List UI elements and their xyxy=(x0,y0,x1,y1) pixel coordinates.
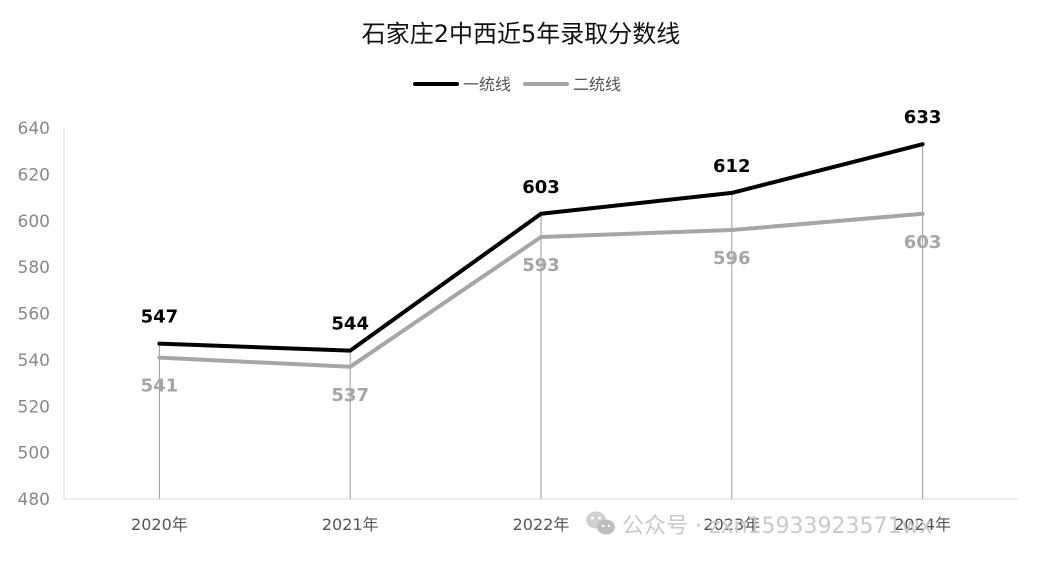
y-tick-label-0: 480 xyxy=(18,490,50,510)
x-tick-label-2: 2022年 xyxy=(513,515,570,534)
legend-label-1: 二统线 xyxy=(573,75,621,94)
x-tick-label-0: 2020年 xyxy=(131,515,188,534)
data-label-s1-2: 593 xyxy=(522,255,560,276)
data-label-s0-3: 612 xyxy=(713,156,751,177)
legend-label-0: 一统线 xyxy=(463,75,511,94)
data-label-s1-0: 541 xyxy=(141,376,179,397)
axes: 480 500 520 540 560 580 600 620 640 2020年 2021年 202… xyxy=(18,119,1018,534)
data-label-s0-4: 633 xyxy=(904,107,942,128)
x-tick-label-1: 2021年 xyxy=(322,515,379,534)
data-label-s0-0: 547 xyxy=(141,307,179,328)
series-line-0 xyxy=(157,142,925,353)
data-labels: 547 544 603 612 633 541 537 593 596 603 xyxy=(141,107,942,406)
wechat-icon xyxy=(586,511,615,535)
y-tick-label-8: 640 xyxy=(18,119,50,139)
y-tick-label-6: 600 xyxy=(18,212,50,232)
y-tick-label-5: 580 xyxy=(18,258,50,278)
y-tick-label-2: 520 xyxy=(18,397,50,417)
y-tick-label-4: 560 xyxy=(18,305,50,325)
x-tick-label-3: 2023年 xyxy=(703,515,760,534)
data-label-s1-3: 596 xyxy=(713,248,751,269)
data-label-s0-2: 603 xyxy=(522,177,560,198)
x-tick-label-4: 2024年 xyxy=(894,515,951,534)
data-label-s0-1: 544 xyxy=(331,314,369,335)
series-lines xyxy=(157,142,925,369)
data-label-s1-1: 537 xyxy=(331,385,369,406)
series-line-1 xyxy=(157,211,925,369)
y-tick-label-3: 540 xyxy=(18,351,50,371)
watermark: 公众号 · zxn15933923571wx xyxy=(586,511,932,539)
data-label-s1-4: 603 xyxy=(904,232,942,253)
watermark-text: 公众号 · zxn15933923571wx xyxy=(622,514,932,539)
y-tick-label-1: 500 xyxy=(18,444,50,464)
chart-title: 石家庄2中西近5年录取分数线 xyxy=(362,20,681,48)
drop-lines xyxy=(158,144,924,499)
legend: 一统线 二统线 xyxy=(413,75,621,94)
y-tick-label-7: 620 xyxy=(18,165,50,185)
